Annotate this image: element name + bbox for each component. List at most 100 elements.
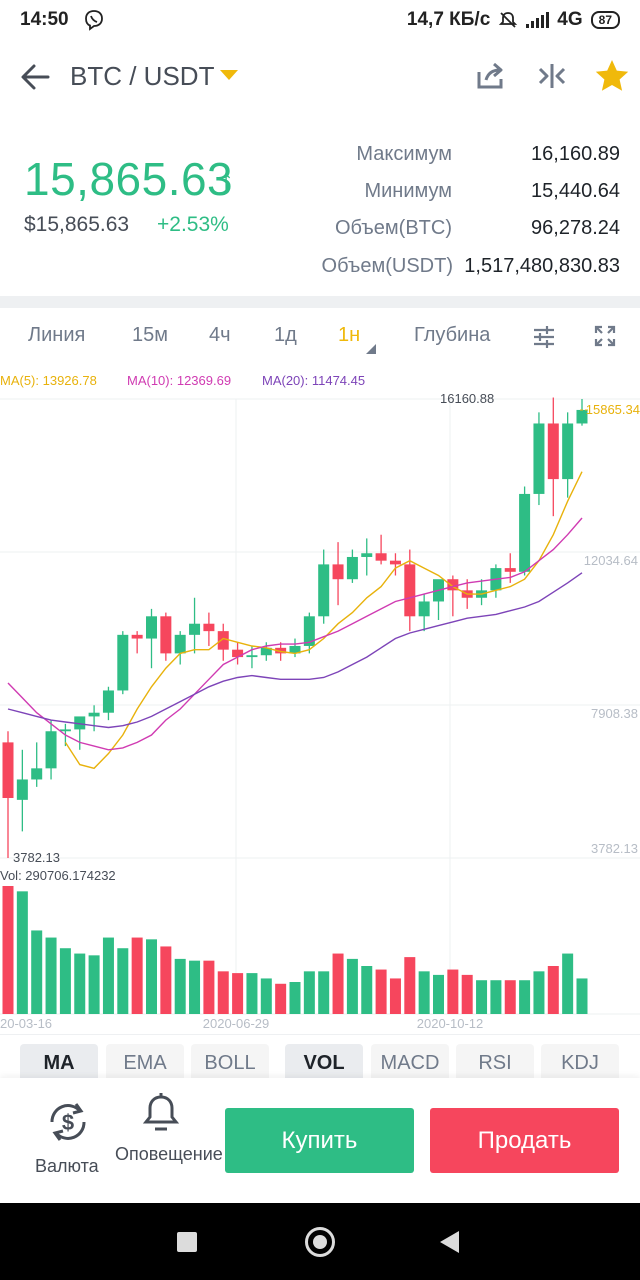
volume-bar bbox=[318, 971, 330, 1014]
candle-body bbox=[203, 623, 215, 632]
candle-body bbox=[346, 556, 358, 580]
candle-body bbox=[576, 409, 588, 424]
volume-bar bbox=[88, 955, 100, 1014]
volume-bar bbox=[232, 973, 244, 1014]
volume-bar bbox=[203, 960, 215, 1014]
candle-body bbox=[131, 634, 143, 639]
candle-body bbox=[217, 631, 229, 650]
tab-boll[interactable]: BOLL bbox=[191, 1044, 269, 1082]
high-price-label: 16160.88 bbox=[440, 391, 494, 406]
ma10-line bbox=[7, 517, 583, 751]
bottom-action-bar: $ Валюта Оповещение Купить Продать bbox=[0, 1078, 640, 1203]
candle-body bbox=[45, 731, 57, 769]
tab-1w[interactable]: 1н bbox=[338, 324, 361, 346]
nav-back-icon[interactable] bbox=[440, 1231, 459, 1253]
stat-label: Минимум bbox=[364, 180, 452, 202]
fullscreen-icon[interactable] bbox=[594, 325, 616, 347]
candle-body bbox=[519, 493, 531, 572]
volume-bar bbox=[461, 974, 473, 1014]
stat-value: 16,160.89 bbox=[531, 143, 620, 165]
candle-body bbox=[332, 564, 344, 580]
ma5-line bbox=[64, 471, 583, 770]
bell-icon[interactable] bbox=[142, 1092, 180, 1134]
stat-volume-usdt: Объем(USDT) 1,517,480,830.83 bbox=[200, 255, 620, 285]
candle-body bbox=[275, 647, 287, 654]
ma-lines bbox=[7, 409, 588, 770]
tab-ma[interactable]: MA bbox=[20, 1044, 98, 1082]
volume-bar bbox=[404, 957, 416, 1014]
stat-volume-btc: Объем(BTC) 96,278.24 bbox=[200, 217, 620, 247]
candlestick-chart[interactable]: MA(5): 13926.78 MA(10): 12369.69 MA(20):… bbox=[0, 364, 640, 1034]
candle-body bbox=[117, 634, 129, 691]
candle-body bbox=[31, 768, 43, 780]
alert-label[interactable]: Оповещение bbox=[115, 1144, 223, 1164]
tab-vol[interactable]: VOL bbox=[285, 1044, 363, 1082]
candle-body bbox=[260, 647, 272, 656]
tab-line[interactable]: Линия bbox=[28, 324, 86, 346]
candle-body bbox=[232, 649, 244, 658]
share-icon[interactable] bbox=[474, 60, 506, 92]
interval-more-caret-icon[interactable] bbox=[366, 344, 376, 354]
tab-macd[interactable]: MACD bbox=[371, 1044, 449, 1082]
signal-icon bbox=[526, 12, 550, 28]
volume-bar bbox=[117, 948, 129, 1014]
viber-icon bbox=[84, 10, 103, 31]
chart-settings-icon[interactable] bbox=[532, 325, 556, 349]
pair-dropdown-caret-icon[interactable] bbox=[220, 70, 238, 80]
candle-body bbox=[389, 560, 401, 565]
percent-change: +2.53% bbox=[157, 213, 229, 236]
pair-selector[interactable]: BTC / USDT bbox=[70, 61, 215, 91]
volume-bar bbox=[189, 960, 201, 1014]
currency-exchange-icon[interactable]: $ bbox=[42, 1100, 94, 1144]
status-bar: 14:50 14,7 КБ/с 4G 87 bbox=[0, 0, 640, 40]
tab-15m[interactable]: 15м bbox=[132, 324, 168, 346]
volume-bar bbox=[576, 978, 588, 1014]
volume-bar bbox=[131, 937, 143, 1014]
tab-kdj[interactable]: KDJ bbox=[541, 1044, 619, 1082]
tab-4h[interactable]: 4ч bbox=[209, 324, 231, 346]
volume-bar bbox=[74, 953, 86, 1014]
stat-label: Максимум bbox=[356, 143, 452, 165]
recent-apps-icon[interactable] bbox=[177, 1232, 197, 1252]
candle-body bbox=[174, 634, 186, 654]
volume-bar bbox=[562, 953, 574, 1014]
volume-bar bbox=[2, 886, 14, 1014]
home-icon[interactable] bbox=[305, 1227, 335, 1257]
currency-label[interactable]: Валюта bbox=[35, 1156, 99, 1176]
price-axis-label: 3782.13 bbox=[591, 841, 638, 856]
status-time: 14:50 bbox=[20, 9, 69, 30]
network-speed: 14,7 КБ/с bbox=[406, 9, 491, 30]
candle-body bbox=[246, 655, 258, 658]
sell-button[interactable]: Продать bbox=[430, 1108, 619, 1173]
tab-rsi[interactable]: RSI bbox=[456, 1044, 534, 1082]
tab-depth[interactable]: Глубина bbox=[414, 324, 491, 346]
candle-body bbox=[59, 729, 71, 732]
indicator-tabs: MA EMA BOLL VOL MACD RSI KDJ bbox=[0, 1034, 640, 1082]
date-axis-label: 2020-06-29 bbox=[203, 1016, 270, 1031]
candle-body bbox=[404, 564, 416, 617]
volume-bar bbox=[289, 982, 301, 1014]
chart-grid bbox=[0, 398, 640, 1015]
tab-ema[interactable]: EMA bbox=[106, 1044, 184, 1082]
compare-icon[interactable] bbox=[536, 60, 568, 92]
candle-body bbox=[16, 779, 28, 800]
svg-text:$: $ bbox=[62, 1110, 74, 1135]
back-arrow-icon[interactable] bbox=[18, 60, 52, 94]
candles bbox=[2, 397, 588, 858]
buy-button[interactable]: Купить bbox=[225, 1108, 414, 1173]
header: BTC / USDT bbox=[0, 48, 640, 108]
price-axis-label: 7908.38 bbox=[591, 706, 638, 721]
last-price: 15,865.63 bbox=[24, 153, 234, 205]
price-axis-label: 12034.64 bbox=[584, 553, 638, 568]
star-icon[interactable] bbox=[594, 58, 630, 94]
volume-bar bbox=[519, 980, 531, 1014]
volume-bar bbox=[260, 978, 272, 1014]
stat-label: Объем(BTC) bbox=[334, 217, 452, 239]
volume-bar bbox=[418, 971, 430, 1014]
volume-bars bbox=[2, 886, 588, 1014]
tab-1d[interactable]: 1д bbox=[274, 324, 297, 346]
stat-value: 1,517,480,830.83 bbox=[464, 255, 620, 277]
volume-bar bbox=[160, 946, 172, 1014]
volume-bar bbox=[476, 980, 488, 1014]
volume-bar bbox=[504, 980, 516, 1014]
